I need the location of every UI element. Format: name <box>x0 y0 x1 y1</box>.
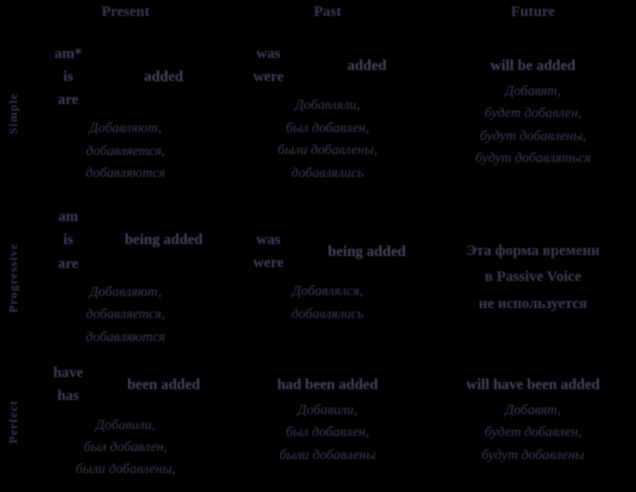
row-label-simple: Simple <box>0 25 26 203</box>
aux-verb: is <box>63 232 74 249</box>
verb-forms: was were added <box>229 43 426 90</box>
example-line: Добавили, <box>297 402 358 418</box>
translation-examples: Добавляют, добавляется, добавляются <box>30 118 221 185</box>
example-line: Добавляли, <box>294 98 361 114</box>
example-line: Добавили, <box>95 417 156 433</box>
example-line: Добавлялся, <box>292 284 363 300</box>
cell-future-simple: will be added Добавят, будет добавлен, б… <box>430 25 636 203</box>
translation-examples: Добавят, будет добавлен, будут добавлены <box>434 400 632 467</box>
column-header-present: Present <box>101 4 150 20</box>
cell-future-progressive: Эта форма времени в Passive Voice не исп… <box>430 203 636 352</box>
example-line: будут добавляться <box>475 150 591 166</box>
row-label-simple-text: Simple <box>5 93 20 135</box>
aux-verb: have <box>53 365 84 382</box>
aux-verb: am <box>58 209 79 226</box>
example-line: добавляется, <box>86 307 165 323</box>
verb-forms: was were being added <box>229 229 426 276</box>
example-line: будет добавлен, <box>484 106 582 122</box>
aux-verb: has <box>57 388 80 405</box>
note-line: в Passive Voice <box>484 269 582 286</box>
example-line: были добавлены, <box>75 462 176 478</box>
row-label-progressive: Progressive <box>0 203 26 352</box>
example-line: Добавляют, <box>89 121 162 137</box>
main-verb: will have been added <box>466 376 600 393</box>
example-line: был добавлен, <box>83 440 168 456</box>
translation-examples: Добавили, был добавлен, были добавлены, <box>30 415 221 482</box>
verb-forms: am is are being added <box>30 206 221 276</box>
aux-verb: are <box>57 255 79 272</box>
translation-examples: Добавили, был добавлен, были добавлены <box>229 400 426 467</box>
aux-verbs: was were <box>229 229 308 276</box>
main-verb: being added <box>327 243 406 260</box>
main-verb: added <box>347 57 387 74</box>
cell-past-progressive: was were being added Добавлялся, добавля… <box>225 203 430 352</box>
main-verb: added <box>144 68 184 85</box>
example-line: был добавлен, <box>285 425 370 441</box>
example-line: будет добавлен, <box>484 425 582 441</box>
example-line: будут добавлены, <box>479 128 587 144</box>
column-header-past: Past <box>313 4 342 20</box>
example-line: были добавлены, <box>277 143 378 159</box>
example-line: Добавят, <box>504 83 562 99</box>
aux-verb: were <box>253 255 284 272</box>
note-line: Эта форма времени <box>466 243 600 260</box>
example-line: добавляются <box>85 166 166 182</box>
cell-present-perfect: have has been added Добавили, был добавл… <box>26 352 225 492</box>
aux-verb: are <box>57 92 79 109</box>
cell-past-simple: was were added Добавляли, был добавлен, … <box>225 25 430 203</box>
note-line: не используется <box>478 295 588 312</box>
translation-examples: Добавят, будет добавлен, будут добавлены… <box>434 81 632 171</box>
cell-future-perfect: will have been added Добавят, будет доба… <box>430 352 636 492</box>
aux-verbs: have has <box>30 362 106 409</box>
example-line: Добавят, <box>504 402 562 418</box>
verb-forms: have has been added <box>30 362 221 409</box>
aux-verb: was <box>256 45 281 62</box>
main-verb: been added <box>127 376 201 393</box>
cell-present-progressive: am is are being added Добавляют, добавля… <box>26 203 225 352</box>
row-label-perfect-text: Perfect <box>5 400 20 444</box>
example-line: будут добавлены <box>481 447 585 463</box>
example-line: добавлялись <box>291 165 364 181</box>
main-verb: had been added <box>277 376 378 393</box>
example-line: Добавляют, <box>89 284 162 300</box>
aux-verbs: am is are <box>30 206 106 276</box>
aux-verbs: am* is are <box>30 43 106 113</box>
column-header-future: Future <box>511 4 555 20</box>
example-line: добавляется, <box>86 143 165 159</box>
aux-verb: am* <box>54 45 82 62</box>
example-line: были добавлены <box>279 447 376 463</box>
cell-past-perfect: had been added Добавили, был добавлен, б… <box>225 352 430 492</box>
cell-present-simple: am* is are added Добавляют, добавляется,… <box>26 25 225 203</box>
aux-verb: were <box>253 69 284 86</box>
aux-verbs: was were <box>229 43 308 90</box>
example-line: добавляются <box>85 329 166 345</box>
translation-examples: Добавляют, добавляется, добавляются <box>30 282 221 349</box>
aux-verb: is <box>63 68 74 85</box>
main-verb: being added <box>124 232 203 249</box>
verb-forms: am* is are added <box>30 43 221 113</box>
example-line: добавлялись <box>291 306 364 322</box>
translation-examples: Добавляли, был добавлен, были добавлены,… <box>229 95 426 185</box>
row-label-progressive-text: Progressive <box>5 242 20 313</box>
aux-verb: was <box>256 231 281 248</box>
not-used-note: Эта форма времени в Passive Voice не исп… <box>434 238 632 317</box>
example-line: был добавлен, <box>285 120 370 136</box>
main-verb: will be added <box>490 57 576 74</box>
translation-examples: Добавлялся, добавлялись <box>229 281 426 326</box>
corner-cell <box>0 0 26 25</box>
row-label-perfect: Perfect <box>0 352 26 492</box>
